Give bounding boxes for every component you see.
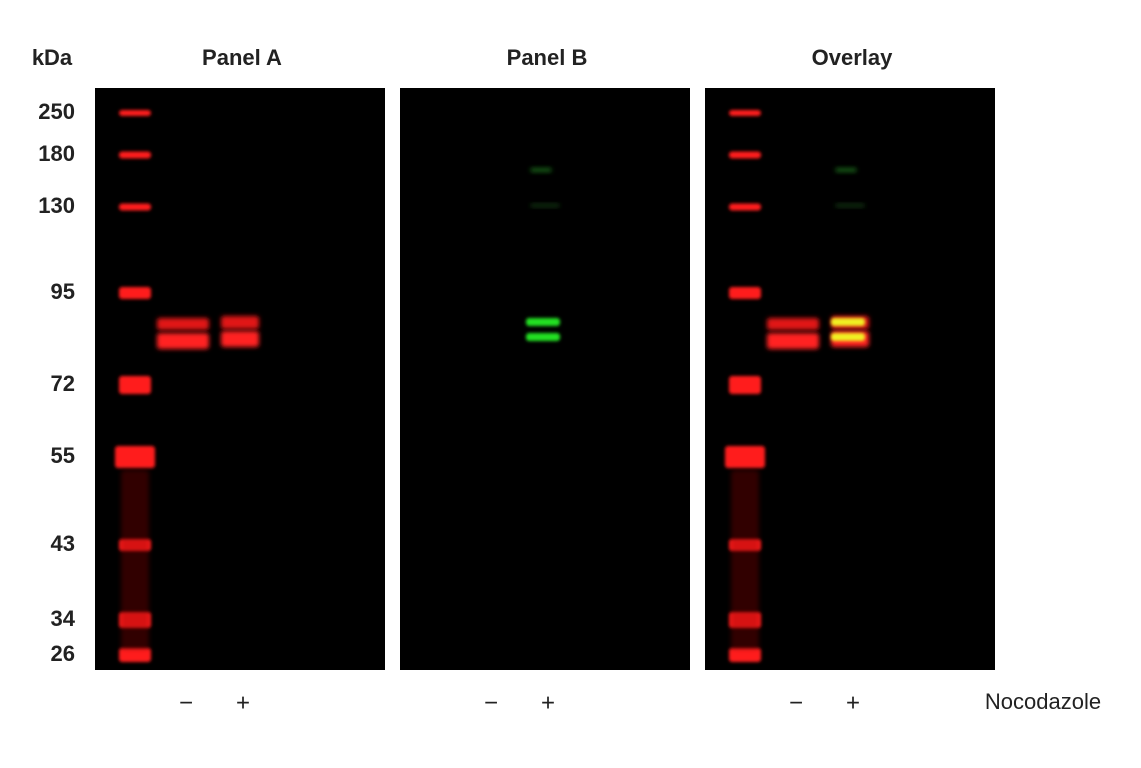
band	[221, 316, 259, 329]
marker-label: 55	[51, 443, 75, 468]
band	[729, 376, 761, 394]
marker-label: 130	[38, 193, 75, 218]
band	[119, 110, 151, 116]
band	[121, 470, 149, 650]
band	[526, 333, 560, 341]
blot-bands	[526, 168, 560, 341]
lane-label: +	[236, 689, 250, 716]
band	[835, 168, 857, 172]
blot-panel	[400, 88, 690, 670]
band	[221, 331, 259, 347]
band	[767, 318, 819, 330]
panel-title: Panel B	[507, 45, 588, 70]
marker-label: 43	[51, 531, 75, 556]
panel-title: Panel A	[202, 45, 282, 70]
band	[157, 318, 209, 330]
band	[115, 446, 155, 468]
lane-label: −	[789, 689, 803, 716]
band	[831, 318, 865, 326]
marker-label: 72	[51, 371, 75, 396]
band	[530, 204, 560, 207]
band	[831, 333, 865, 341]
treatment-label: Nocodazole	[985, 689, 1101, 714]
marker-label: 95	[51, 279, 75, 304]
blot-bands	[725, 110, 869, 662]
marker-label: 34	[51, 606, 76, 631]
band	[729, 151, 761, 159]
band	[119, 151, 151, 159]
lane-label: −	[484, 689, 498, 716]
band	[119, 287, 151, 299]
marker-label: 26	[51, 641, 75, 666]
lane-label: +	[541, 689, 555, 716]
kda-label: kDa	[32, 45, 73, 70]
band	[119, 203, 151, 211]
band	[526, 318, 560, 326]
band	[729, 203, 761, 211]
band	[157, 333, 209, 349]
marker-label: 180	[38, 141, 75, 166]
band	[767, 333, 819, 349]
band	[119, 376, 151, 394]
band	[725, 446, 765, 468]
lane-label: +	[846, 689, 860, 716]
band	[729, 110, 761, 116]
panel-title: Overlay	[812, 45, 893, 70]
band	[729, 287, 761, 299]
marker-label: 250	[38, 99, 75, 124]
band	[729, 648, 761, 662]
band	[530, 168, 552, 172]
band	[731, 470, 759, 650]
band	[119, 648, 151, 662]
blot-bands	[115, 110, 259, 662]
band	[835, 204, 865, 207]
lane-label: −	[179, 689, 193, 716]
